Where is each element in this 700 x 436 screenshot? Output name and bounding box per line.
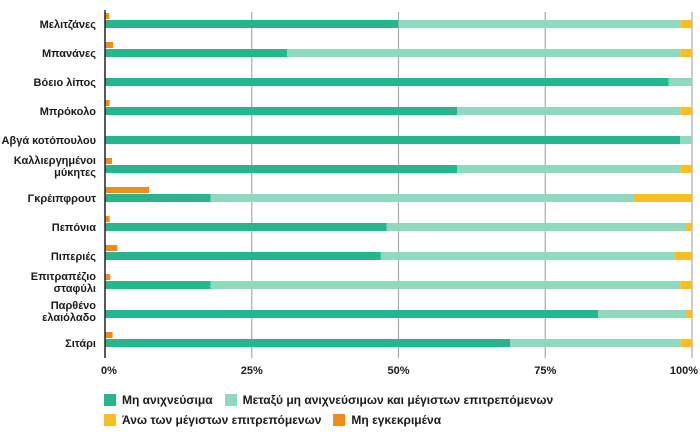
bar-above-max [680, 49, 692, 57]
x-tick-label: 25% [241, 365, 263, 377]
category-label: Βόειο λίπος [34, 77, 97, 89]
legend-row: Άνω των μέγιστων επιτρεπόμενων Μη εγκεκρ… [104, 410, 694, 430]
bar-unapproved [105, 100, 110, 106]
legend-swatch-unapproved [333, 414, 346, 426]
category-label-line: Πιπεριές [51, 251, 96, 263]
bar-not-detected [105, 281, 211, 289]
category-label: Σιτάρι [65, 338, 96, 350]
category-label-line: Πεπόνια [52, 222, 96, 234]
category-label-line: σταφύλι [54, 283, 96, 295]
category-label-line: Μπανάνες [42, 48, 96, 60]
category-label-line: Μελιτζάνες [40, 19, 97, 31]
category-label-line: Επιτραπέζιο [31, 271, 97, 283]
bar-not-detected [105, 136, 681, 144]
category-label: Αβγά κοτόπουλου [2, 135, 96, 147]
chart-legend: Μη ανιχνεύσιμα Μεταξύ μη ανιχνεύσιμων κα… [104, 390, 694, 430]
legend-item-above-max: Άνω των μέγιστων επιτρεπόμενων [104, 413, 321, 427]
bar-above-max [680, 281, 692, 289]
bar-between [380, 252, 675, 260]
bar-not-detected [105, 252, 381, 260]
bar-above-max [680, 20, 692, 28]
bar-unapproved [105, 42, 114, 48]
bar-between [598, 310, 687, 318]
legend-label-not-detected: Μη ανιχνεύσιμα [122, 393, 213, 407]
category-label: Μελιτζάνες [40, 19, 97, 31]
bar-between [386, 223, 687, 231]
bar-unapproved [105, 245, 118, 251]
legend-label-above-max: Άνω των μέγιστων επιτρεπόμενων [122, 413, 322, 427]
bar-above-max [680, 339, 692, 347]
x-tick-label: 75% [534, 365, 556, 377]
category-label-line: Αβγά κοτόπουλου [2, 135, 96, 147]
category-label: Καλλιεργημένοι μύκητες [14, 155, 96, 179]
legend-item-between: Μεταξύ μη ανιχνεύσιμων και μέγιστων επιτ… [224, 393, 554, 407]
bar-between [668, 78, 692, 86]
bar-unapproved [105, 187, 150, 193]
bar-not-detected [105, 310, 599, 318]
bar-between [210, 281, 681, 289]
category-label: Μπανάνες [42, 48, 96, 60]
bar-between [510, 339, 681, 347]
legend-item-not-detected: Μη ανιχνεύσιμα [104, 393, 213, 407]
bar-unapproved [105, 274, 111, 280]
category-label: Παρθένο ελαιόλαδο [42, 300, 96, 324]
category-label-line: Γκρέιπφρουτ [28, 193, 96, 205]
legend-swatch-not-detected [104, 394, 116, 406]
legend-swatch-above-max [104, 414, 116, 426]
bar-not-detected [105, 165, 458, 173]
bar-not-detected [105, 107, 458, 115]
category-label-line: Σιτάρι [65, 338, 96, 350]
category-label: Πεπόνια [52, 222, 96, 234]
bar-between [210, 194, 634, 202]
bar-not-detected [105, 194, 211, 202]
bar-between [457, 165, 681, 173]
bar-above-max [680, 165, 692, 173]
category-label: Πιπεριές [51, 251, 96, 263]
bar-above-max [686, 310, 692, 318]
legend-row: Μη ανιχνεύσιμα Μεταξύ μη ανιχνεύσιμων κα… [104, 390, 694, 410]
category-label-line: Βόειο λίπος [34, 77, 97, 89]
x-tick-label: 100% [670, 365, 698, 377]
legend-label-between: Μεταξύ μη ανιχνεύσιμων και μέγιστων επιτ… [242, 393, 554, 407]
bar-unapproved [105, 13, 110, 19]
bar-between [286, 49, 681, 57]
category-label-line: ελαιόλαδο [42, 312, 96, 324]
legend-label-unapproved: Μη εγκεκριμένα [351, 413, 442, 427]
x-tick-label: 0% [101, 365, 117, 377]
legend-item-unapproved: Μη εγκεκριμένα [333, 413, 441, 427]
bar-unapproved [105, 216, 110, 222]
bar-above-max [633, 194, 692, 202]
category-label: Μπρόκολο [40, 106, 97, 118]
bar-not-detected [105, 20, 399, 28]
bar-unapproved [105, 158, 113, 164]
category-label-line: Παρθένο [51, 300, 97, 312]
bar-not-detected [105, 223, 387, 231]
bar-above-max [686, 223, 692, 231]
bar-not-detected [105, 78, 669, 86]
bar-not-detected [105, 339, 511, 347]
bar-above-max [680, 107, 692, 115]
bar-between [680, 136, 692, 144]
category-label: Επιτραπέζιο σταφύλι [31, 271, 97, 295]
category-label-line: Καλλιεργημένοι [14, 155, 96, 167]
bar-between [398, 20, 681, 28]
legend-swatch-between [224, 394, 237, 406]
category-label-line: μύκητες [54, 167, 96, 179]
category-label: Γκρέιπφρουτ [28, 193, 96, 205]
category-label-line: Μπρόκολο [40, 106, 97, 118]
bar-unapproved [105, 332, 113, 338]
bar-not-detected [105, 49, 287, 57]
bar-above-max [674, 252, 692, 260]
bar-between [457, 107, 681, 115]
x-tick-label: 50% [387, 365, 409, 377]
